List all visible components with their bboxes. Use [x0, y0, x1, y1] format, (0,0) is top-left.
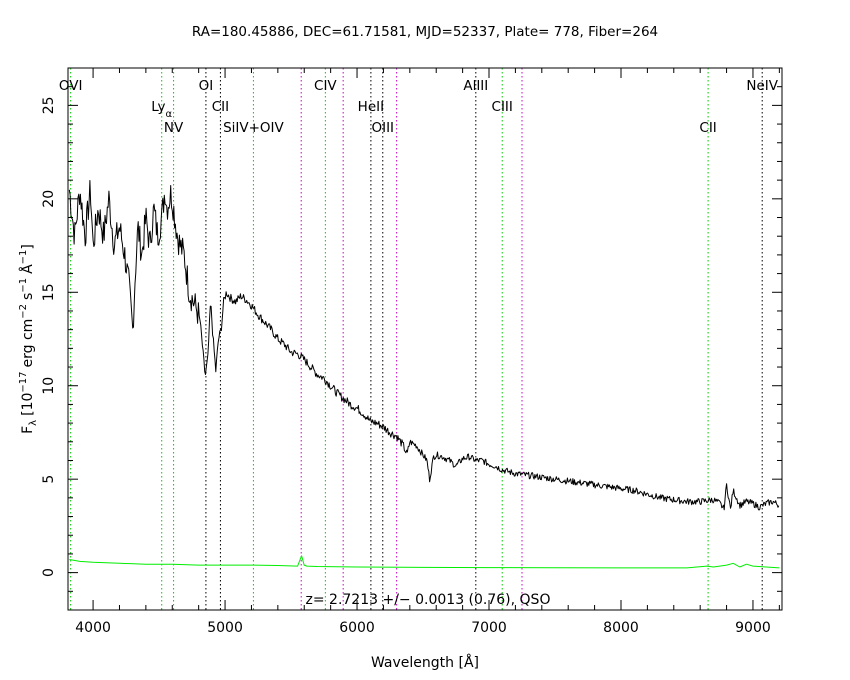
data-series: [68, 180, 780, 569]
y-tick-label: 15: [41, 283, 57, 301]
x-tick-label: 5000: [207, 620, 243, 636]
y-label-mid2: s: [20, 293, 36, 300]
y-tick-label: 0: [41, 568, 57, 577]
y-label-f: F: [20, 426, 36, 434]
redshift-annotation: z= 2.7213 +/− 0.0013 (0.76), QSO: [306, 592, 551, 608]
line-label-12: NeIV: [746, 78, 778, 94]
plot-frame: [67, 67, 783, 611]
sky-lines: [300, 68, 523, 610]
line-label-5: SiIV+OIV: [223, 120, 284, 136]
line-label-7: HeII: [358, 99, 384, 115]
line-label-3: OI: [199, 78, 214, 94]
y-label-exp2: −2: [18, 304, 29, 319]
y-label-mid3: Å: [19, 264, 36, 274]
line-label-2: NV: [164, 120, 184, 136]
y-label-close: ]: [20, 244, 36, 249]
y-label-mid1: erg cm: [20, 319, 36, 368]
y-label-exp1: −17: [18, 372, 29, 393]
x-axis-label: Wavelength [Å]: [371, 654, 479, 671]
y-tick-label: 25: [41, 96, 57, 114]
x-axis-ticks: 4000 5000 6000 7000 8000 9000: [75, 68, 780, 636]
line-label-0: OVI: [59, 78, 83, 94]
y-label-exp4: −1: [18, 250, 29, 265]
y-tick-label: 5: [41, 475, 57, 484]
y-label-exp3: −1: [18, 278, 29, 293]
y-label-sub: λ: [28, 420, 39, 426]
y-tick-label: 20: [41, 190, 57, 208]
x-tick-label: 6000: [339, 620, 375, 636]
x-tick-label: 7000: [471, 620, 507, 636]
line-label-10: CIII: [492, 99, 513, 115]
line-label-4: CII: [212, 99, 229, 115]
line-label-8: OIII: [371, 120, 394, 136]
y-axis-ticks: 0 5 10 15 20 25: [41, 67, 782, 611]
line-label-11: CII: [699, 120, 716, 136]
x-tick-label: 4000: [75, 620, 111, 636]
line-label-sub-1: α: [166, 109, 173, 120]
y-axis-label: Fλ[10−17erg cm−2s−1Å−1]: [18, 244, 39, 434]
y-tick-label: 10: [41, 377, 57, 395]
line-label-6: CIV: [314, 78, 337, 94]
x-tick-label: 9000: [735, 620, 771, 636]
error-series: [69, 555, 780, 569]
y-label-pre: [10: [20, 393, 36, 416]
chart-title: RA=180.45886, DEC=61.71581, MJD=52337, P…: [192, 24, 658, 40]
spectral-line-markers: OVILyαNVOICIISiIV+OIVCIVHeIIOIIIAlIIICII…: [59, 68, 779, 610]
x-tick-label: 8000: [603, 620, 639, 636]
flux-series: [68, 180, 780, 511]
line-label-9: AlIII: [463, 78, 488, 94]
